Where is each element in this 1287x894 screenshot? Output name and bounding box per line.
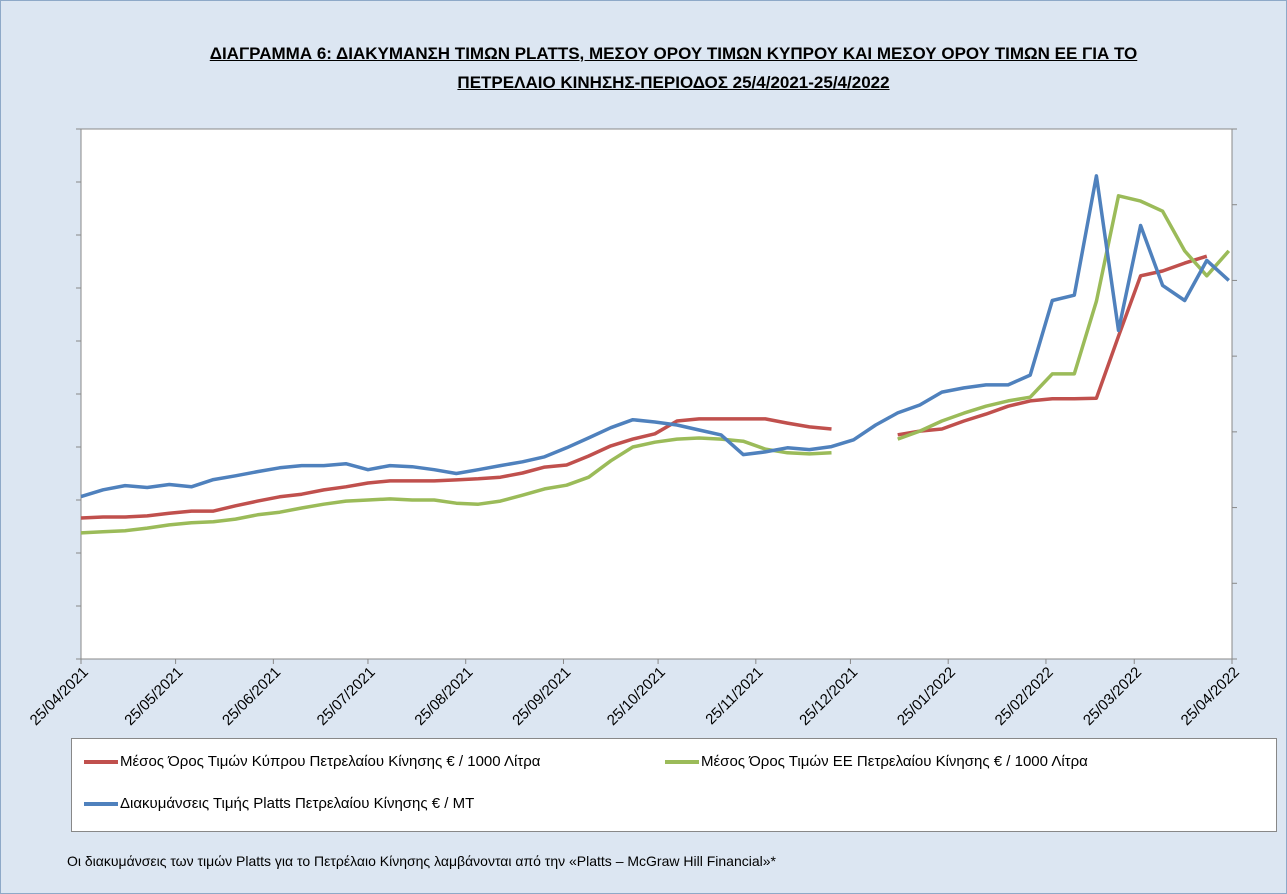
legend-label: Μέσος Όρος Τιμών ΕΕ Πετρελαίου Κίνησης €… (701, 753, 1088, 770)
series-line (80, 254, 1208, 520)
legend-swatch (84, 759, 118, 764)
legend-label: Μέσος Όρος Τιμών Κύπρου Πετρελαίου Κίνησ… (120, 753, 541, 770)
footnote: Οι διακυμάνσεις των τιμών Platts για το … (67, 853, 776, 869)
x-tick-label: 25/06/2021 (219, 664, 284, 729)
x-tick-label: 25/04/2022 (1178, 664, 1243, 729)
x-tick-label: 25/10/2021 (604, 664, 669, 729)
x-tick-label: 25/08/2021 (411, 664, 476, 729)
x-tick-label: 25/12/2021 (796, 664, 861, 729)
x-tick-label: 25/03/2022 (1080, 664, 1145, 729)
legend-swatch (84, 801, 118, 806)
series-line (80, 174, 1230, 499)
x-tick-label: 25/07/2021 (314, 664, 379, 729)
x-tick-label: 25/11/2021 (702, 664, 766, 728)
legend-swatch (665, 759, 699, 764)
plot-area (80, 128, 1233, 660)
x-tick-label: 25/04/2021 (27, 664, 92, 729)
x-tick-label: 25/05/2021 (121, 664, 186, 729)
x-tick-label: 25/09/2021 (509, 664, 574, 729)
legend-item: Μέσος Όρος Τιμών ΕΕ Πετρελαίου Κίνησης €… (665, 753, 1088, 770)
legend: Μέσος Όρος Τιμών Κύπρου Πετρελαίου Κίνησ… (71, 738, 1277, 832)
legend-label: Διακυμάνσεις Τιμής Platts Πετρελαίου Κίν… (120, 795, 475, 812)
x-tick-label: 25/01/2022 (894, 664, 959, 729)
chart-title: ΔΙΑΓΡΑΜΜΑ 6: ΔΙΑΚΥΜΑΝΣΗ ΤΙΜΩΝ PLATTS, ΜΕ… (209, 44, 1138, 92)
legend-item: Μέσος Όρος Τιμών Κύπρου Πετρελαίου Κίνησ… (84, 753, 540, 770)
legend-item: Διακυμάνσεις Τιμής Platts Πετρελαίου Κίν… (84, 795, 474, 812)
x-tick-label: 25/02/2022 (992, 664, 1057, 729)
series-line (80, 194, 1231, 535)
